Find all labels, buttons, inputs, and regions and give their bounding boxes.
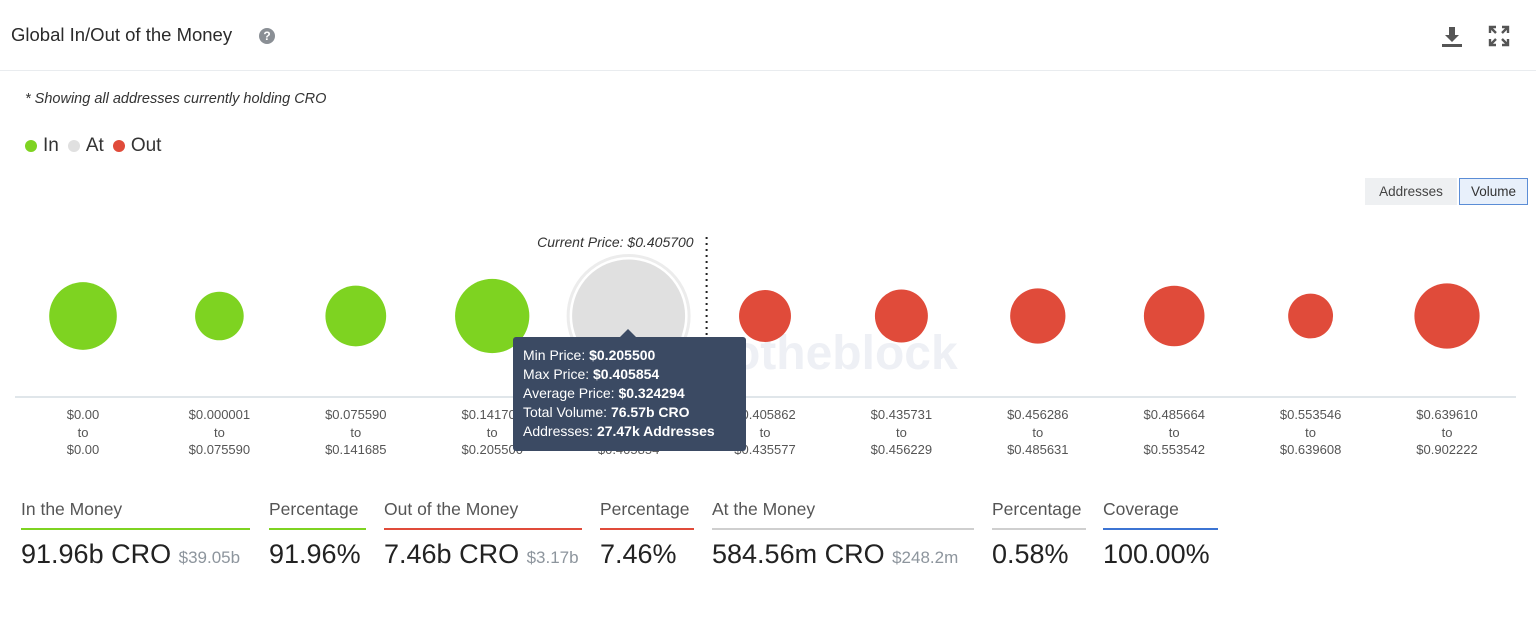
stat-value: 91.96%: [269, 539, 361, 569]
range-label-to-word-1: to: [214, 425, 225, 440]
legend-label-out: Out: [130, 135, 162, 156]
holding-note: * Showing all addresses currently holdin…: [25, 91, 327, 107]
range-label-from-0: $0.00: [67, 407, 100, 422]
bubble-out-8: [1143, 285, 1205, 347]
stat-label: Percentage: [600, 499, 694, 530]
card-header: Global In/Out of the Money ?: [0, 0, 1536, 71]
range-label-from-3: $0.141700: [461, 407, 522, 422]
range-label-to-word-7: to: [1032, 425, 1043, 440]
stat-coverage: Coverage 100.00%: [1103, 499, 1218, 570]
range-label-to-word-0: to: [78, 425, 89, 440]
bubble-in-3: [455, 278, 530, 354]
range-label-to-6: $0.456229: [871, 442, 932, 457]
stat-out-percentage: Percentage 7.46%: [600, 499, 694, 570]
volume-toggle-button[interactable]: Volume: [1459, 178, 1528, 205]
bubble-in-0: [49, 282, 117, 350]
bubble-out-5: [739, 290, 791, 342]
stat-sub-value: $3.17b: [526, 548, 579, 567]
bubble-in-1: [195, 291, 244, 341]
stat-at-the-money: At the Money 584.56m CRO $248.2m: [712, 499, 974, 570]
bubble-in-2: [325, 285, 387, 347]
stat-value: 91.96b CRO $39.05b: [21, 539, 241, 569]
range-label-to-word-6: to: [896, 425, 907, 440]
tooltip-row-volume: Total Volume: 76.57b CRO: [523, 404, 690, 420]
range-label-to-7: $0.485631: [1007, 442, 1068, 457]
stat-sub-value: $248.2m: [892, 548, 959, 567]
range-label-to-word-5: to: [760, 425, 771, 440]
legend-label-in: In: [43, 135, 59, 156]
range-label-to-9: $0.639608: [1280, 442, 1341, 457]
range-label-to-8: $0.553542: [1143, 442, 1204, 457]
stat-label: Percentage: [992, 499, 1086, 530]
range-label-from-9: $0.553546: [1280, 407, 1341, 422]
cluster-tooltip: Min Price: $0.205500 Max Price: $0.40585…: [513, 337, 746, 451]
bubble-out-6: [874, 289, 928, 343]
expand-icon[interactable]: [1488, 25, 1510, 47]
legend-dot-out: [112, 140, 125, 152]
stat-value: 7.46b CRO $3.17b: [384, 539, 579, 569]
range-label-to-1: $0.075590: [189, 442, 250, 457]
legend-dot-in: [25, 140, 37, 152]
legend-dot-at: [67, 140, 80, 152]
stat-value: 584.56m CRO $248.2m: [712, 539, 959, 569]
stat-in-the-money: In the Money 91.96b CRO $39.05b: [21, 499, 250, 570]
bubble-out-7: [1010, 288, 1066, 344]
legend-item-out[interactable]: Out: [112, 135, 162, 157]
range-label-from-6: $0.435731: [871, 407, 932, 422]
stat-label: At the Money: [712, 499, 974, 530]
range-label-from-10: $0.639610: [1416, 407, 1477, 422]
tooltip-row-avg: Average Price: $0.324294: [523, 385, 685, 401]
stat-at-percentage: Percentage 0.58%: [992, 499, 1086, 570]
stat-label: Coverage: [1103, 499, 1218, 530]
range-label-to-5: $0.435577: [734, 442, 795, 457]
current-price-label: Current Price: $0.405700: [537, 234, 694, 250]
legend-label-at: At: [85, 135, 104, 156]
tooltip-row-max: Max Price: $0.405854: [523, 366, 660, 382]
tooltip-caret: [619, 329, 637, 338]
stat-label: Percentage: [269, 499, 366, 530]
stat-out-of-the-money: Out of the Money 7.46b CRO $3.17b: [384, 499, 582, 570]
stat-value: 0.58%: [992, 539, 1069, 569]
legend-item-in[interactable]: In: [25, 135, 59, 157]
bubble-out-10: [1414, 283, 1480, 349]
range-label-to-word-8: to: [1169, 425, 1180, 440]
range-label-to-word-2: to: [350, 425, 361, 440]
range-label-to-2: $0.141685: [325, 442, 386, 457]
range-label-to-10: $0.902222: [1416, 442, 1477, 457]
range-label-from-1: $0.000001: [189, 407, 250, 422]
range-label-to-word-9: to: [1305, 425, 1316, 440]
chart-title: Global In/Out of the Money: [11, 24, 233, 45]
bubble-out-9: [1288, 293, 1334, 339]
range-label-to-0: $0.00: [67, 442, 100, 457]
stat-sub-value: $39.05b: [178, 548, 241, 567]
legend: In At Out: [25, 135, 170, 157]
download-icon[interactable]: [1440, 25, 1464, 49]
legend-item-at[interactable]: At: [67, 135, 104, 157]
range-label-to-3: $0.205500: [461, 442, 522, 457]
range-label-from-7: $0.456286: [1007, 407, 1068, 422]
stat-label: Out of the Money: [384, 499, 582, 530]
range-label-to-word-10: to: [1442, 425, 1453, 440]
tooltip-row-min: Min Price: $0.205500: [523, 347, 656, 363]
range-label-from-8: $0.485664: [1143, 407, 1204, 422]
range-label-from-5: $0.405862: [734, 407, 795, 422]
stat-value: 100.00%: [1103, 539, 1210, 569]
stat-value: 7.46%: [600, 539, 677, 569]
range-label-from-2: $0.075590: [325, 407, 386, 422]
stat-label: In the Money: [21, 499, 250, 530]
range-label-to-word-3: to: [487, 425, 498, 440]
tooltip-row-addresses: Addresses: 27.47k Addresses: [523, 423, 715, 439]
help-icon[interactable]: ?: [259, 28, 275, 44]
stat-in-percentage: Percentage 91.96%: [269, 499, 366, 570]
addresses-toggle-button[interactable]: Addresses: [1365, 178, 1457, 205]
